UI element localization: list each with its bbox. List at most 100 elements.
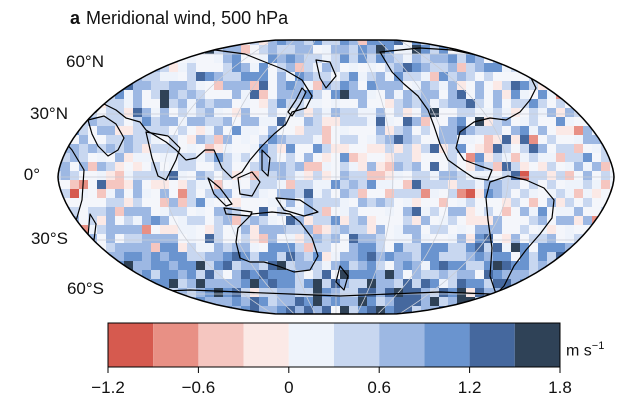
field-cell [160,99,169,108]
field-cell [133,40,142,45]
field-cell [349,108,358,117]
field-cell [430,207,439,216]
field-cell [610,45,614,54]
field-cell [439,279,448,288]
field-cell [574,243,583,252]
field-cell [502,279,511,288]
field-cell [394,279,403,288]
field-cell [385,180,394,189]
field-cell [484,63,493,72]
field-cell [529,144,538,153]
field-cell [583,108,592,117]
field-cell [295,288,304,297]
field-cell [376,135,385,144]
field-cell [70,189,79,198]
field-cell [187,216,196,225]
field-cell [520,126,529,135]
field-cell [160,81,169,90]
field-cell [106,171,115,180]
field-cell [610,306,614,314]
field-cell [79,162,88,171]
field-cell [349,279,358,288]
field-cell [124,99,133,108]
field-cell [268,297,277,306]
field-cell [376,270,385,279]
field-cell [457,297,466,306]
field-cell [313,189,322,198]
colorbar-bin [379,323,425,367]
colorbar-units: m s−1 [566,340,604,360]
field-cell [295,108,304,117]
field-cell [439,99,448,108]
field-cell [322,216,331,225]
field-cell [79,252,88,261]
field-cell [439,297,448,306]
field-cell [322,198,331,207]
field-cell [259,180,268,189]
field-cell [385,288,394,297]
field-cell [601,54,610,63]
field-cell [124,171,133,180]
field-cell [511,270,520,279]
field-cell [187,81,196,90]
field-cell [250,279,259,288]
field-cell [322,306,331,314]
field-cell [187,306,196,314]
field-cell [223,252,232,261]
field-cell [214,99,223,108]
field-cell [583,198,592,207]
field-cell [421,81,430,90]
field-cell [412,54,421,63]
field-cell [313,225,322,234]
field-cell [286,180,295,189]
field-cell [601,63,610,72]
field-cell [367,117,376,126]
field-cell [367,216,376,225]
field-cell [196,90,205,99]
field-cell [556,207,565,216]
field-cell [196,288,205,297]
field-cell [106,108,115,117]
field-cell [259,99,268,108]
field-cell [61,153,70,162]
field-cell [574,279,583,288]
field-cell [205,225,214,234]
field-cell [277,198,286,207]
field-cell [340,198,349,207]
field-cell [79,40,88,45]
field-cell [448,40,457,45]
field-cell [322,288,331,297]
field-cell [295,306,304,314]
field-cell [610,90,614,99]
field-cell [403,117,412,126]
latitude-label-30s: 30°S [30,229,68,248]
field-cell [295,162,304,171]
field-cell [610,117,614,126]
field-cell [286,189,295,198]
field-cell [277,270,286,279]
field-cell [124,216,133,225]
field-cell [205,126,214,135]
field-cell [286,234,295,243]
field-cell [187,117,196,126]
field-cell [475,189,484,198]
field-cell [304,189,313,198]
field-cell [70,180,79,189]
field-cell [412,45,421,54]
field-cell [322,63,331,72]
field-cell [520,45,529,54]
field-cell [115,198,124,207]
field-cell [88,81,97,90]
field-cell [88,306,97,314]
field-cell [439,81,448,90]
field-cell [385,90,394,99]
field-cell [610,180,614,189]
field-cell [403,144,412,153]
field-cell [259,40,268,45]
field-cell [124,306,133,314]
field-cell [61,189,70,198]
field-cell [187,198,196,207]
field-cell [169,162,178,171]
field-cell [610,270,614,279]
field-cell [403,54,412,63]
